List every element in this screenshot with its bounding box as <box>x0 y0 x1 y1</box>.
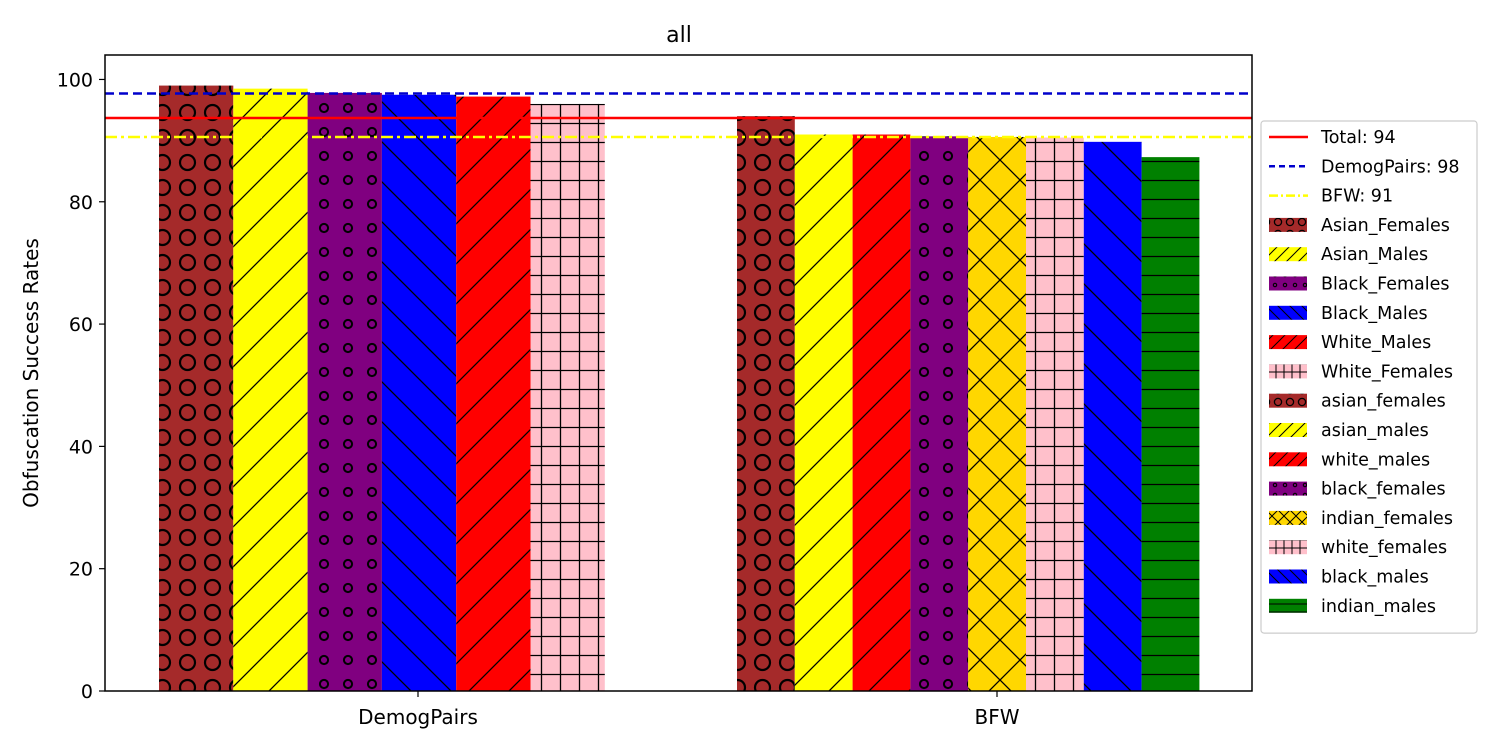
legend-swatch <box>1269 364 1307 379</box>
legend-label: indian_males <box>1321 597 1436 617</box>
legend-label: asian_males <box>1321 421 1429 441</box>
y-tick-label: 0 <box>81 681 93 703</box>
y-tick-label: 20 <box>69 559 93 581</box>
chart-title: all <box>666 23 692 48</box>
bar-bfw-indian-males <box>1141 157 1200 691</box>
bar-demogpairs-black-males <box>381 94 457 691</box>
legend-swatch <box>1269 393 1307 408</box>
legend-swatch <box>1269 598 1307 613</box>
legend-label: DemogPairs: 98 <box>1321 157 1460 177</box>
y-tick-label: 100 <box>57 69 93 91</box>
bar-demogpairs-white-females <box>530 103 605 691</box>
y-tick-label: 60 <box>69 314 93 336</box>
bars-layer <box>159 85 1200 692</box>
legend-label: Asian_Males <box>1321 245 1428 265</box>
legend-label: Asian_Females <box>1321 216 1450 236</box>
legend-swatch <box>1269 423 1307 437</box>
legend-label: black_males <box>1321 568 1429 588</box>
legend-label: asian_females <box>1321 392 1446 412</box>
y-axis: 0 20 40 60 80 100 <box>57 69 105 703</box>
legend-label: indian_females <box>1321 509 1453 529</box>
legend-label: White_Females <box>1321 362 1453 382</box>
legend-swatch <box>1269 247 1307 262</box>
x-axis: DemogPairs BFW <box>358 691 1020 729</box>
bar-demogpairs-asian-males <box>233 88 308 691</box>
legend-label: White_Males <box>1321 333 1431 353</box>
bar-bfw-indian-females <box>968 136 1026 691</box>
x-tick-label: BFW <box>975 705 1020 729</box>
bar-bfw-asian-males <box>794 134 853 691</box>
bar-demogpairs-white-males <box>456 96 531 692</box>
bar-bfw-white-females <box>1026 137 1084 692</box>
legend-swatch <box>1269 276 1307 291</box>
legend-swatch <box>1269 481 1307 496</box>
y-tick-label: 40 <box>69 436 93 458</box>
legend-swatch <box>1269 305 1307 320</box>
reference-lines-layer <box>105 92 1252 139</box>
y-tick-label: 80 <box>69 192 93 214</box>
legend-swatch <box>1269 510 1307 525</box>
legend-swatch <box>1269 217 1307 232</box>
legend-label: Black_Females <box>1321 275 1450 295</box>
legend-label: BFW: 91 <box>1321 187 1393 207</box>
legend-label: Black_Males <box>1321 304 1428 324</box>
legend-label: white_males <box>1321 450 1430 470</box>
legend-swatch <box>1269 335 1307 350</box>
legend-swatch <box>1269 540 1307 555</box>
y-axis-label: Obfuscation Success Rates <box>19 238 43 508</box>
x-tick-label: DemogPairs <box>358 705 478 729</box>
bar-bfw-white-males <box>852 134 911 691</box>
plot-frame <box>104 54 1253 692</box>
legend-label: Total: 94 <box>1320 128 1396 148</box>
legend-swatch <box>1269 569 1307 584</box>
bar-bfw-black-males <box>1083 141 1142 692</box>
legend-label: black_females <box>1321 480 1446 500</box>
bar-demogpairs-asian-females <box>159 85 234 692</box>
bar-bfw-asian-females <box>737 116 795 691</box>
legend-frame <box>1260 120 1478 634</box>
legend-swatch <box>1269 452 1307 467</box>
legend: Total: 94 DemogPairs: 98 BFW: 91 Asian_Fema… <box>1260 120 1478 634</box>
bar-bfw-black-females <box>910 136 969 692</box>
bar-demogpairs-black-females <box>307 92 382 691</box>
legend-label: white_females <box>1321 538 1447 558</box>
